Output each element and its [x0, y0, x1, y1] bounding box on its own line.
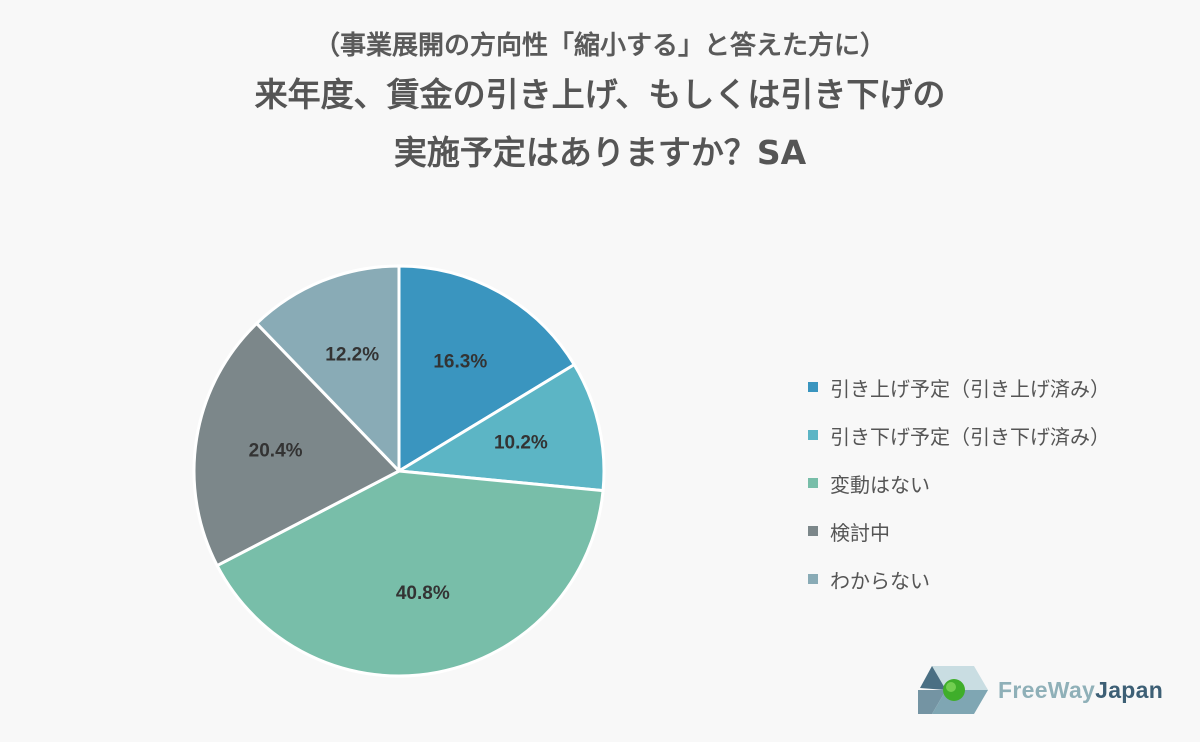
legend-label: 引き上げ予定（引き上げ済み） [830, 376, 1110, 401]
pie-slice [397, 264, 576, 473]
pie-slice [215, 469, 605, 678]
legend-swatch [808, 382, 818, 392]
pie-slice [255, 264, 401, 473]
freewayjapan-logo: FreeWayJapan [918, 660, 1168, 720]
legend-label: 引き下げ予定（引き下げ済み） [830, 424, 1110, 449]
pie-slice-label: 12.2% [325, 345, 379, 366]
legend-swatch [808, 526, 818, 536]
chart-titles: （事業展開の方向性「縮小する」と答えた方に） 来年度、賃金の引き上げ、もしくは引… [0, 26, 1200, 182]
legend-swatch [808, 430, 818, 440]
legend-item: わからない [808, 555, 1110, 603]
pie-slice [192, 321, 401, 568]
logo-mark-icon [918, 666, 988, 714]
legend-item: 引き下げ予定（引き下げ済み） [808, 411, 1110, 459]
pie-slice-label: 16.3% [433, 352, 487, 373]
pie-slice-label: 10.2% [494, 433, 548, 454]
legend-item: 検討中 [808, 507, 1110, 555]
pie-slice-label: 20.4% [249, 440, 303, 461]
chart-title-line-2: 実施予定はありますか？SA [393, 133, 807, 172]
chart-legend: 引き上げ予定（引き上げ済み） 引き下げ予定（引き下げ済み） 変動はない 検討中 … [808, 363, 1110, 603]
legend-item: 変動はない [808, 459, 1110, 507]
legend-swatch [808, 574, 818, 584]
logo-text-free: FreeWay [998, 676, 1096, 703]
legend-label: わからない [830, 568, 930, 593]
legend-label: 検討中 [830, 520, 890, 545]
chart-subtitle: （事業展開の方向性「縮小する」と答えた方に） [313, 31, 886, 61]
logo-text-japan: Japan [1095, 676, 1164, 703]
legend-swatch [808, 478, 818, 488]
pie-slice-label: 40.8% [396, 583, 450, 604]
legend-label: 変動はない [830, 472, 930, 497]
pie-slices [192, 264, 606, 678]
legend-item: 引き上げ予定（引き上げ済み） [808, 363, 1110, 411]
logo-text: FreeWayJapan [998, 677, 1163, 704]
chart-title-line-1: 来年度、賃金の引き上げ、もしくは引き下げの [254, 75, 946, 114]
pie-slice [397, 363, 606, 493]
pie-labels: 16.3% 10.2% 40.8% 20.4% 12.2% [249, 345, 548, 605]
